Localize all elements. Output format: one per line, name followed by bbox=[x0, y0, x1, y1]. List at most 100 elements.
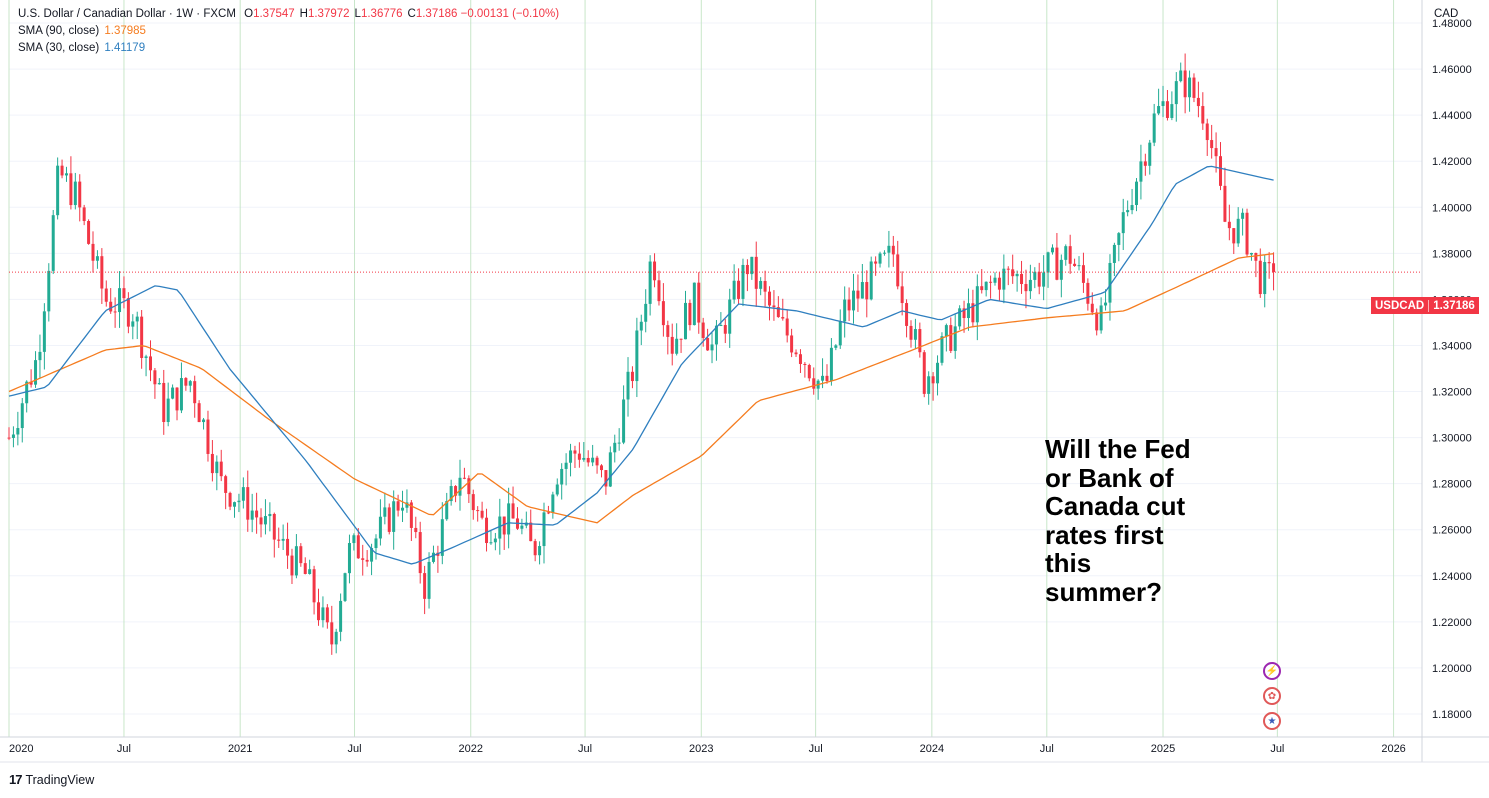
candle-body bbox=[922, 352, 926, 394]
candle-body bbox=[38, 351, 42, 361]
candle-body bbox=[219, 461, 223, 477]
candle-body bbox=[418, 532, 422, 574]
candle-body bbox=[210, 453, 214, 474]
candle-body bbox=[834, 345, 838, 348]
candle-body bbox=[224, 476, 228, 493]
candle-body bbox=[595, 457, 599, 466]
candle-body bbox=[878, 253, 882, 264]
candle-body bbox=[166, 398, 170, 423]
candle-body bbox=[392, 501, 396, 532]
candle-body bbox=[78, 181, 82, 208]
candle-body bbox=[299, 546, 303, 564]
candle-body bbox=[984, 281, 988, 291]
y-tick-label: 1.42000 bbox=[1432, 156, 1472, 168]
candle-body bbox=[860, 282, 864, 299]
candle-body bbox=[803, 364, 807, 366]
candle-body bbox=[865, 282, 869, 300]
candle-body bbox=[763, 280, 767, 292]
candle-body bbox=[1073, 263, 1077, 266]
candle-body bbox=[1059, 259, 1063, 280]
candle-body bbox=[179, 378, 183, 411]
candle-body bbox=[476, 510, 480, 512]
candle-body bbox=[1174, 81, 1178, 105]
candle-body bbox=[1055, 247, 1059, 280]
candle-body bbox=[1117, 233, 1121, 245]
candle-body bbox=[118, 288, 122, 313]
x-tick-label: 2025 bbox=[1151, 743, 1175, 755]
candle-body bbox=[206, 419, 210, 454]
x-tick-label: 2020 bbox=[9, 743, 33, 755]
candle-body bbox=[1006, 268, 1010, 270]
candle-body bbox=[909, 325, 913, 340]
sma30-legend-row[interactable]: SMA (30, close) 1.41179 bbox=[18, 40, 559, 57]
us-flag-icon[interactable]: ★ bbox=[1263, 712, 1281, 730]
symbol-legend-row[interactable]: U.S. Dollar / Canadian Dollar · 1W · FXC… bbox=[18, 6, 559, 23]
candle-body bbox=[622, 399, 626, 443]
candle-body bbox=[582, 457, 586, 460]
candle-body bbox=[648, 261, 652, 304]
candle-body bbox=[1130, 205, 1134, 211]
candle-body bbox=[1263, 262, 1267, 295]
candle-body bbox=[1241, 212, 1245, 219]
candle-body bbox=[1214, 148, 1218, 157]
chart-axes: 1.48000 1.46000 1.44000 1.42000 1.40000 1.380… bbox=[0, 0, 1489, 763]
currency-label[interactable]: CAD bbox=[1434, 8, 1459, 20]
candle-body bbox=[958, 308, 962, 327]
candle-body bbox=[153, 370, 157, 385]
candle-body bbox=[798, 354, 802, 365]
x-tick-label: Jul bbox=[117, 743, 131, 755]
candle-body bbox=[608, 452, 612, 487]
price-tag-symbol: USDCAD bbox=[1371, 299, 1430, 312]
canada-flag-icon[interactable]: ✿ bbox=[1263, 687, 1281, 705]
candle-body bbox=[339, 600, 343, 632]
candle-body bbox=[51, 215, 55, 271]
candle-body bbox=[1223, 185, 1227, 222]
candle-body bbox=[7, 437, 11, 439]
candle-body bbox=[202, 419, 206, 423]
candle-body bbox=[414, 527, 418, 533]
candle-body bbox=[838, 321, 842, 346]
y-tick-label: 1.32000 bbox=[1432, 387, 1472, 399]
candle-body bbox=[361, 558, 365, 560]
candle-body bbox=[1245, 212, 1249, 255]
candle-body bbox=[1267, 262, 1271, 264]
candle-body bbox=[232, 502, 236, 507]
candle-body bbox=[613, 442, 617, 453]
candle-body bbox=[485, 517, 489, 544]
candle-body bbox=[1104, 302, 1108, 306]
candle-body bbox=[706, 337, 710, 351]
candle-body bbox=[936, 362, 940, 384]
candle-body bbox=[1121, 212, 1125, 234]
candle-body bbox=[560, 468, 564, 485]
candle-body bbox=[551, 494, 555, 513]
tradingview-logo[interactable]: 17 TradingView bbox=[9, 772, 94, 787]
candle-body bbox=[246, 487, 250, 520]
candle-body bbox=[759, 280, 763, 289]
candle-body bbox=[679, 338, 683, 340]
candle-body bbox=[944, 325, 948, 337]
symbol-title: U.S. Dollar / Canadian Dollar · 1W · FXC… bbox=[18, 8, 236, 20]
candle-body bbox=[931, 376, 935, 384]
candle-body bbox=[617, 442, 621, 444]
candle-body bbox=[498, 516, 502, 539]
candle-body bbox=[604, 470, 608, 487]
candle-body bbox=[277, 539, 281, 541]
candle-body bbox=[34, 360, 38, 385]
candle-body bbox=[1148, 142, 1152, 166]
candle-body bbox=[321, 607, 325, 621]
sma90-legend-row[interactable]: SMA (90, close) 1.37985 bbox=[18, 23, 559, 40]
candle-body bbox=[60, 165, 64, 176]
candle-body bbox=[228, 492, 232, 507]
candle-body bbox=[374, 538, 378, 549]
candle-body bbox=[343, 573, 347, 601]
lightning-icon[interactable]: ⚡ bbox=[1263, 662, 1281, 680]
x-tick-label: Jul bbox=[1270, 743, 1284, 755]
candle-body bbox=[1064, 246, 1068, 260]
candle-body bbox=[144, 356, 148, 358]
y-tick-label: 1.18000 bbox=[1432, 709, 1472, 721]
candle-body bbox=[1086, 282, 1090, 304]
candle-body bbox=[772, 305, 776, 308]
candle-body bbox=[781, 317, 785, 319]
ohlc-h: H1.37972 bbox=[299, 8, 350, 20]
